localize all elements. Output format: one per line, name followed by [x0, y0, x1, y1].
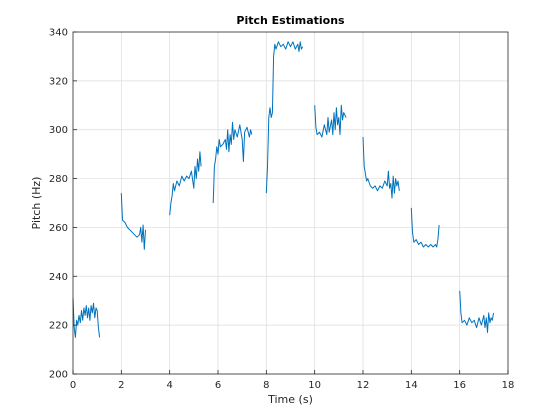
pitch-segment-1 [120, 193, 146, 250]
pitch-segment-6 [362, 136, 400, 199]
axis-ticks: 0 2 4 6 8 10 12 14 16 18 200 220 240 260 280 300 320 340 [49, 28, 514, 392]
x-tick-label-6: 12 [357, 380, 370, 391]
pitch-segment-8 [459, 290, 494, 333]
pitch-segment-7 [410, 207, 440, 248]
x-tick-label-4: 8 [263, 380, 269, 391]
x-tick-label-7: 14 [405, 380, 418, 391]
y-tick-label-6: 320 [49, 76, 68, 87]
plot-area [73, 32, 508, 374]
y-tick-label-4: 280 [49, 174, 68, 185]
y-axis-label: Pitch (Hz) [30, 177, 43, 230]
y-tick-label-7: 340 [49, 28, 68, 39]
pitch-segment-3 [212, 121, 253, 204]
plot-frame [72, 31, 509, 375]
y-tick-label-2: 240 [49, 272, 68, 283]
x-tick-label-2: 4 [166, 380, 172, 391]
pitch-segment-0 [72, 298, 101, 338]
y-tick-label-5: 300 [49, 125, 68, 136]
pitch-segment-5 [314, 104, 347, 138]
y-tick-label-0: 200 [49, 370, 68, 381]
grid [73, 32, 508, 374]
pitch-series [72, 41, 494, 338]
y-tick-label-1: 220 [49, 321, 68, 332]
x-tick-label-9: 18 [502, 380, 515, 391]
x-tick-label-3: 6 [215, 380, 221, 391]
x-tick-label-5: 10 [308, 380, 321, 391]
pitch-segment-4 [265, 41, 304, 194]
x-axis-label: Time (s) [267, 393, 313, 406]
pitch-segment-2 [169, 151, 202, 216]
x-tick-label-1: 2 [118, 380, 124, 391]
x-tick-label-8: 16 [453, 380, 466, 391]
y-tick-label-3: 260 [49, 223, 68, 234]
x-tick-label-0: 0 [70, 380, 76, 391]
chart-title: Pitch Estimations [236, 14, 345, 27]
